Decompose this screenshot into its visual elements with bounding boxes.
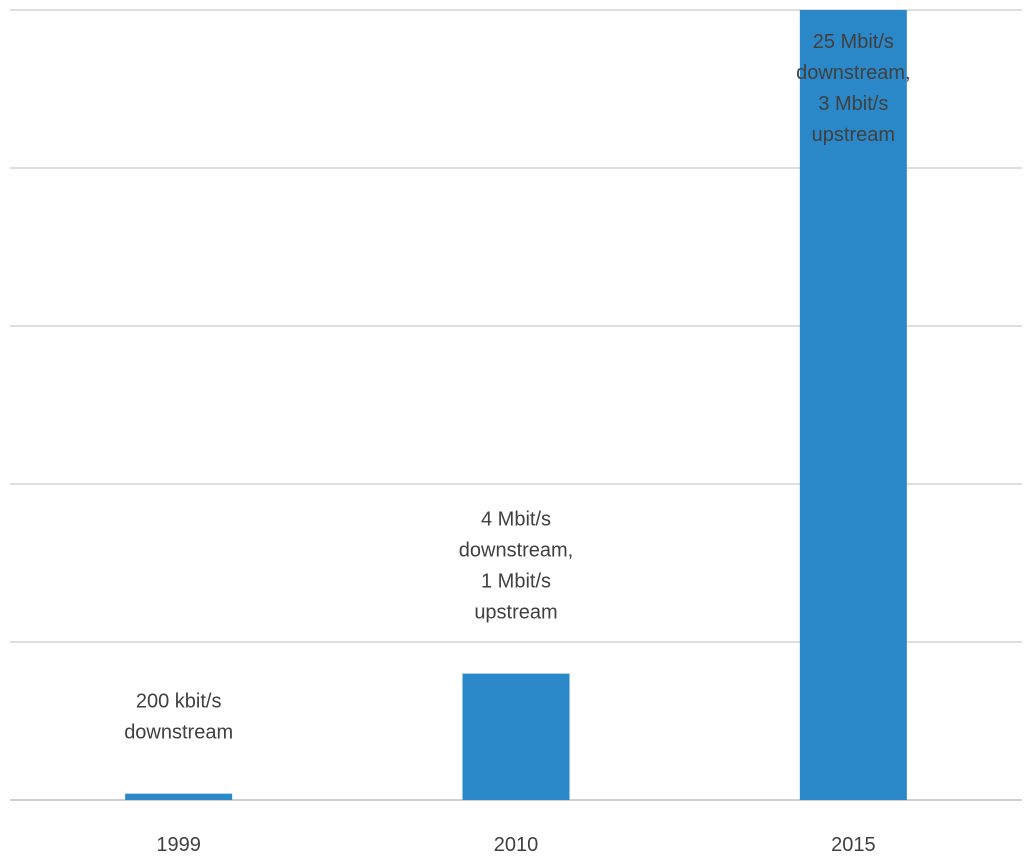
data-label-line: downstream, bbox=[459, 540, 574, 562]
data-label-line: downstream bbox=[124, 722, 233, 744]
data-label-2010: 4 Mbit/s downstream, 1 Mbit/s upstream bbox=[459, 509, 574, 624]
tick-layer: 1999 2010 2015 bbox=[156, 834, 875, 856]
data-label-line: 25 Mbit/s bbox=[813, 31, 894, 53]
data-label-2015: 25 Mbit/s downstream, 3 Mbit/s upstream bbox=[796, 31, 911, 146]
bar-2015 bbox=[799, 10, 907, 800]
data-label-line: 200 kbit/s bbox=[136, 691, 222, 713]
label-layer: 200 kbit/s downstream 4 Mbit/s downstream, 1… bbox=[124, 31, 910, 744]
data-label-line: upstream bbox=[812, 124, 895, 146]
data-label-line: 1 Mbit/s bbox=[481, 571, 551, 593]
x-tick-label-2010: 2010 bbox=[494, 834, 539, 856]
data-label-line: 4 Mbit/s bbox=[481, 509, 551, 531]
bar-layer bbox=[125, 10, 907, 800]
data-label-line: 3 Mbit/s bbox=[818, 93, 888, 115]
data-label-line: upstream bbox=[474, 602, 557, 624]
data-label-line: downstream, bbox=[796, 62, 911, 84]
data-label-1999: 200 kbit/s downstream bbox=[124, 691, 233, 744]
bar-1999 bbox=[125, 793, 233, 800]
x-tick-label-2015: 2015 bbox=[831, 834, 876, 856]
x-tick-label-1999: 1999 bbox=[156, 834, 201, 856]
bar-2010 bbox=[462, 673, 570, 800]
